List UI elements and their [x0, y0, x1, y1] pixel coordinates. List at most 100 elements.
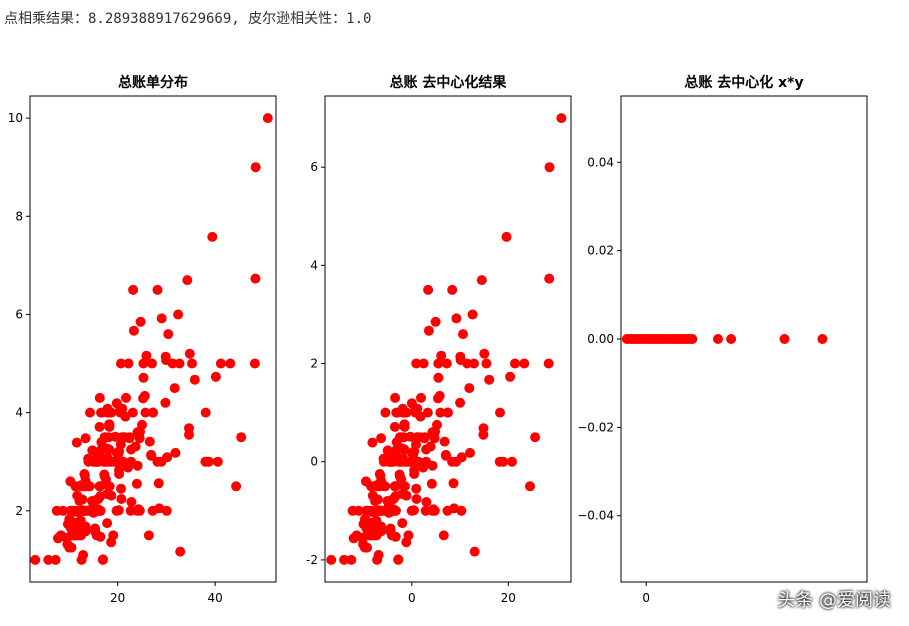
y-tick-label: -2: [306, 553, 318, 567]
x-tick-label: 20: [110, 591, 125, 605]
data-point: [84, 481, 95, 492]
data-point: [448, 478, 459, 489]
data-point: [43, 554, 54, 565]
data-point: [162, 452, 173, 463]
data-point: [479, 348, 490, 359]
data-point: [393, 554, 404, 565]
data-point: [401, 407, 412, 418]
scatter-points: [621, 334, 828, 344]
data-point: [421, 497, 432, 507]
data-point: [346, 554, 357, 565]
data-point: [443, 407, 453, 418]
data-point: [390, 505, 401, 516]
data-point: [78, 550, 89, 560]
watermark-text: 头条 @爱阅读: [777, 590, 891, 611]
data-point: [430, 316, 441, 327]
data-point: [137, 419, 147, 430]
x-tick-label: 20: [501, 591, 516, 605]
data-point: [447, 284, 458, 295]
data-point: [117, 403, 128, 414]
data-point: [416, 392, 426, 403]
data-point: [433, 372, 444, 383]
data-point: [116, 358, 126, 369]
chart-panel-2: 总账 去中心化结果 0 20 -2 0 2 4 6: [306, 74, 572, 605]
data-point: [225, 358, 236, 369]
x-tick-label: 40: [207, 591, 222, 605]
data-point: [373, 550, 384, 560]
data-point: [207, 231, 218, 242]
y-tick-label: 2: [15, 504, 23, 518]
y-tick-label: 8: [15, 209, 23, 223]
data-point: [438, 530, 449, 541]
data-point: [108, 530, 119, 541]
data-point: [250, 273, 261, 284]
data-point: [95, 531, 106, 542]
data-point: [102, 518, 113, 529]
data-point: [390, 531, 401, 542]
y-tick-label: 6: [15, 307, 23, 321]
data-point: [501, 231, 512, 242]
data-point: [455, 397, 466, 408]
data-point: [174, 358, 185, 369]
data-point: [170, 447, 181, 458]
data-point: [126, 497, 137, 507]
data-point: [411, 494, 422, 504]
data-point: [114, 469, 125, 479]
data-point: [138, 372, 149, 383]
data-point: [353, 505, 364, 516]
data-point: [426, 478, 437, 489]
data-point: [116, 483, 126, 494]
data-point: [779, 334, 790, 344]
data-point: [367, 437, 378, 448]
data-point: [423, 284, 434, 295]
y-tick-label: 4: [15, 406, 23, 420]
y-tick-label: −0.04: [577, 509, 614, 523]
data-point: [95, 505, 106, 516]
data-point: [153, 478, 164, 489]
data-point: [507, 456, 517, 467]
chart-title: 总账单分布: [118, 74, 188, 91]
data-point: [544, 162, 555, 173]
data-point: [167, 358, 178, 369]
data-point: [147, 358, 157, 369]
data-point: [435, 407, 446, 418]
data-point: [412, 403, 423, 414]
data-point: [429, 505, 440, 516]
data-point: [427, 460, 438, 471]
data-point: [163, 329, 174, 340]
data-point: [138, 358, 149, 369]
data-point: [116, 494, 127, 504]
data-point: [399, 481, 410, 492]
data-point: [94, 421, 105, 432]
data-point: [140, 407, 151, 418]
data-point: [50, 554, 61, 565]
data-point: [465, 447, 475, 458]
data-point: [123, 358, 134, 369]
data-point: [30, 554, 41, 565]
data-point: [131, 478, 142, 489]
data-point: [215, 358, 226, 369]
chart-title: 总账 去中心化 x*y: [684, 74, 803, 91]
data-point: [160, 397, 171, 408]
data-point: [66, 542, 77, 553]
data-point: [376, 521, 387, 532]
y-tick-label: 0: [310, 455, 318, 469]
data-point: [476, 275, 487, 286]
data-point: [441, 358, 452, 369]
data-point: [98, 554, 108, 565]
data-point: [372, 494, 383, 505]
plot-frame: [324, 95, 572, 583]
data-point: [409, 469, 420, 479]
data-point: [139, 390, 150, 401]
data-point: [389, 421, 400, 432]
data-point: [425, 441, 436, 452]
data-point: [210, 371, 221, 382]
data-point: [478, 423, 489, 434]
data-point: [408, 505, 419, 516]
data-point: [113, 505, 124, 516]
data-point: [250, 162, 261, 173]
data-point: [182, 275, 193, 286]
data-point: [189, 374, 200, 385]
data-point: [203, 456, 214, 467]
data-point: [156, 313, 167, 324]
